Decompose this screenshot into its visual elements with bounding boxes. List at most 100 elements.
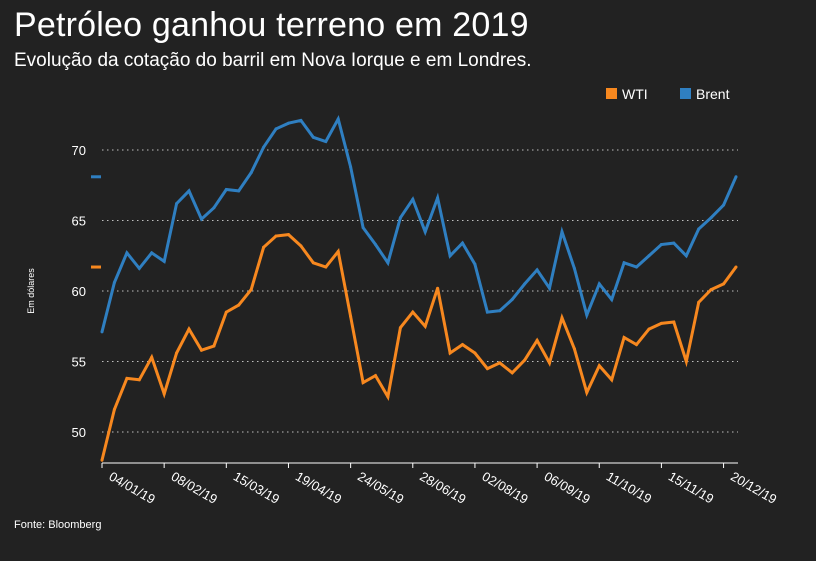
x-tick-label-9: 15/11/19 <box>666 469 716 507</box>
data-point-wti <box>684 360 688 363</box>
data-point-brent <box>212 206 216 210</box>
x-tick-label-4: 24/05/19 <box>355 469 406 507</box>
data-point-wti <box>200 348 203 352</box>
data-point-wti <box>175 351 179 355</box>
data-point-brent <box>697 227 701 231</box>
data-point-brent <box>349 165 353 169</box>
x-tick-label-2: 15/03/19 <box>231 469 282 507</box>
data-point-brent <box>287 121 290 125</box>
data-point-wti <box>461 343 464 347</box>
x-tick-label-7: 06/09/19 <box>542 469 593 507</box>
x-tick-label-8: 11/10/19 <box>604 469 654 507</box>
data-point-brent <box>162 259 166 263</box>
data-point-brent <box>262 145 266 149</box>
data-point-wti <box>523 358 527 362</box>
data-point-brent <box>386 261 390 265</box>
data-point-brent <box>137 266 141 270</box>
chart-series <box>100 114 738 462</box>
end-value-markers <box>91 175 101 269</box>
series-wti <box>100 233 738 462</box>
y-tick-label-50: 50 <box>72 425 86 440</box>
data-point-brent <box>461 241 464 245</box>
x-tick-label-10: 20/12/19 <box>728 469 779 507</box>
data-point-wti <box>299 244 303 248</box>
data-point-wti <box>448 351 452 355</box>
data-point-brent <box>585 313 589 317</box>
data-point-brent <box>324 140 328 143</box>
data-point-brent <box>224 188 228 191</box>
data-point-brent <box>411 197 415 201</box>
chart-grid <box>102 149 738 433</box>
data-point-wti <box>548 361 551 365</box>
data-point-wti <box>672 320 676 324</box>
x-tick-label-3: 19/04/19 <box>293 469 344 507</box>
data-point-wti <box>622 336 626 339</box>
data-point-brent <box>473 262 477 266</box>
data-point-brent <box>622 261 626 265</box>
data-point-wti <box>324 265 328 269</box>
data-point-brent <box>535 268 539 272</box>
data-point-wti <box>336 250 340 253</box>
series-brent <box>100 114 738 334</box>
data-point-wti <box>262 245 266 249</box>
y-tick-label-55: 55 <box>72 355 86 370</box>
data-point-wti <box>659 321 663 325</box>
data-point-wti <box>585 391 589 394</box>
data-point-wti <box>311 261 315 265</box>
chart-legend: WTI Brent <box>606 86 730 102</box>
y-tick-label-60: 60 <box>72 284 86 299</box>
data-point-brent <box>175 202 179 206</box>
data-point-wti <box>572 347 576 351</box>
series-line-brent <box>100 114 738 333</box>
data-point-brent <box>448 254 452 258</box>
data-point-wti <box>361 381 365 385</box>
y-tick-label-70: 70 <box>72 143 86 158</box>
data-point-brent <box>112 281 116 284</box>
data-point-wti <box>137 378 141 382</box>
x-axis: 04/01/19 08/02/19 15/03/19 19/04/19 24/05/19… <box>101 462 779 507</box>
data-point-brent <box>485 310 489 314</box>
data-point-wti <box>485 367 489 371</box>
y-axis-labels: 50 55 60 65 70 <box>72 143 86 440</box>
data-point-wti <box>374 374 377 378</box>
data-point-brent <box>647 254 651 258</box>
data-point-brent <box>722 203 726 207</box>
y-axis-title: Em dólares <box>26 268 36 314</box>
legend-label-brent: Brent <box>696 86 730 102</box>
data-point-brent <box>237 189 241 193</box>
x-tick-label-6: 02/08/19 <box>479 469 530 507</box>
data-point-wti <box>647 327 651 331</box>
data-point-wti <box>237 303 241 307</box>
series-line-wti <box>100 233 738 461</box>
data-point-brent <box>423 230 427 234</box>
data-point-wti <box>150 355 154 359</box>
data-point-wti <box>125 376 129 380</box>
legend-label-wti: WTI <box>622 86 648 102</box>
data-point-wti <box>610 378 614 382</box>
data-point-brent <box>672 241 676 245</box>
data-point-wti <box>535 338 539 342</box>
data-point-brent <box>187 189 191 193</box>
data-point-brent <box>659 243 663 246</box>
x-tick-label-1: 08/02/19 <box>169 469 220 507</box>
data-point-wti <box>187 327 191 331</box>
data-point-brent <box>398 216 402 220</box>
data-point-brent <box>436 196 440 200</box>
chart-subtitle: Evolução da cotação do barril em Nova Io… <box>14 50 532 71</box>
data-point-brent <box>361 226 365 230</box>
data-point-brent <box>523 282 527 286</box>
data-point-wti <box>697 300 701 304</box>
legend-swatch-wti <box>606 88 617 99</box>
data-point-brent <box>299 118 303 122</box>
data-point-wti <box>112 407 116 411</box>
data-point-wti <box>349 314 353 318</box>
data-point-brent <box>336 117 340 121</box>
data-point-brent <box>597 282 601 286</box>
data-point-wti <box>212 344 216 348</box>
data-point-wti <box>100 458 104 462</box>
x-tick-label-0: 04/01/19 <box>107 469 158 507</box>
source-note: Fonte: Bloomberg <box>14 519 102 531</box>
data-point-wti <box>473 351 477 355</box>
data-point-wti <box>709 288 713 292</box>
